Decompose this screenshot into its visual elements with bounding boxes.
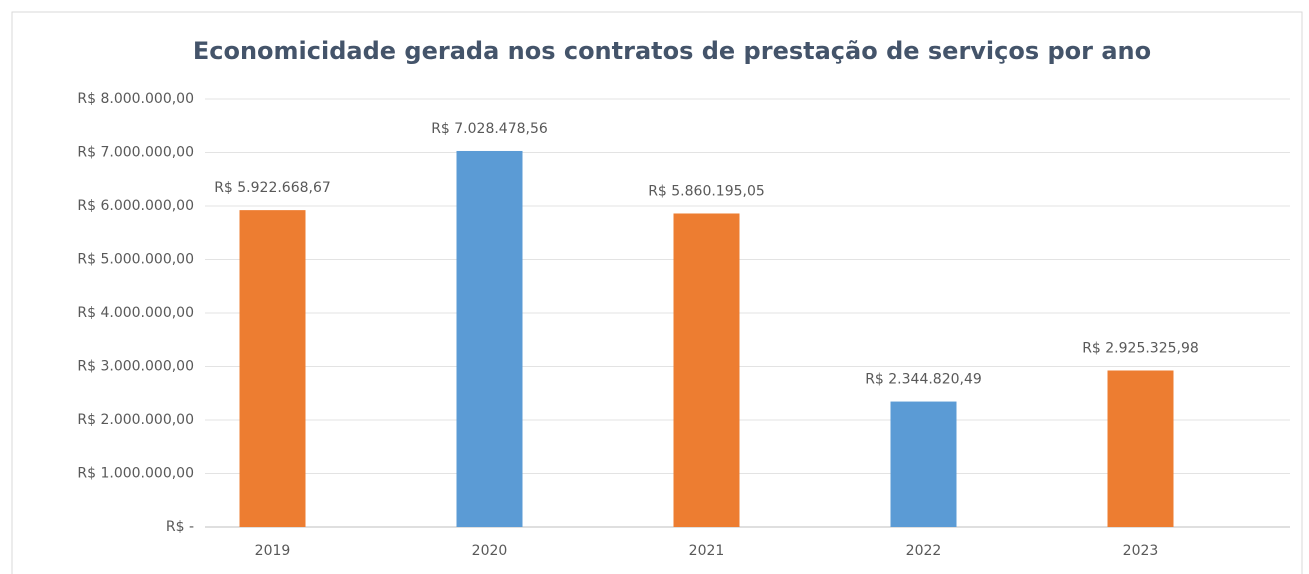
bar bbox=[239, 210, 306, 528]
y-tick-label: R$ 4.000.000,00 bbox=[77, 305, 194, 321]
y-tick-label: R$ 3.000.000,00 bbox=[77, 359, 194, 375]
y-tick-label: R$ 7.000.000,00 bbox=[77, 145, 194, 161]
bar bbox=[456, 150, 523, 528]
data-label: R$ 5.922.668,67 bbox=[214, 180, 331, 196]
data-label: R$ 7.028.478,56 bbox=[431, 121, 548, 137]
x-tick-label: 2021 bbox=[689, 543, 725, 559]
x-tick-label: 2019 bbox=[255, 543, 291, 559]
x-tick-label: 2023 bbox=[1123, 543, 1159, 559]
bar bbox=[673, 213, 740, 528]
y-tick-label: R$ 5.000.000,00 bbox=[77, 252, 194, 268]
bar bbox=[1107, 370, 1174, 527]
data-label: R$ 2.925.325,98 bbox=[1082, 340, 1199, 356]
bar bbox=[890, 401, 957, 527]
y-tick-label: R$ 2.000.000,00 bbox=[77, 412, 194, 428]
y-tick-label: R$ - bbox=[166, 519, 194, 535]
data-label: R$ 5.860.195,05 bbox=[648, 183, 765, 199]
x-tick-label: 2022 bbox=[906, 543, 942, 559]
chart-title: Economicidade gerada nos contratos de pr… bbox=[193, 37, 1151, 65]
y-tick-label: R$ 6.000.000,00 bbox=[77, 198, 194, 214]
chart-frame bbox=[11, 11, 1303, 574]
data-label: R$ 2.344.820,49 bbox=[865, 372, 982, 388]
y-tick-label: R$ 1.000.000,00 bbox=[77, 466, 194, 482]
x-tick-label: 2020 bbox=[472, 543, 508, 559]
y-tick-label: R$ 8.000.000,00 bbox=[77, 91, 194, 107]
